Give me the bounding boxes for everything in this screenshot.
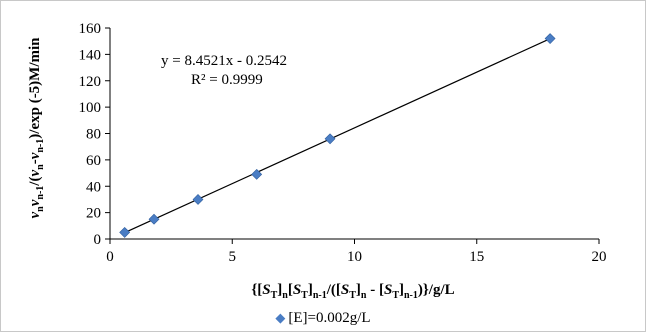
y-tick-label: 120 [79, 74, 102, 90]
y-axis-title: vnvn-1/(vn-vn-1)/exp (-5)M/min [27, 37, 46, 219]
x-axis-ticks: 0 5 10 15 20 [106, 239, 607, 265]
y-tick-label: 20 [86, 206, 101, 222]
trendline-r-squared: R² = 0.9999 [191, 72, 263, 88]
x-tick-label: 20 [592, 249, 607, 265]
x-tick-label: 0 [106, 249, 114, 265]
y-tick-label: 100 [79, 100, 102, 116]
data-point [324, 133, 336, 145]
y-tick-label: 40 [86, 179, 101, 195]
y-tick-label: 80 [86, 127, 101, 143]
x-tick-label: 5 [229, 249, 237, 265]
legend-diamond-icon: ◆ [275, 310, 286, 325]
legend-series-label: [E]=0.002g/L [288, 310, 371, 326]
scatter-plot: 0 20 40 60 80 100 120 140 160 0 5 10 15 20 y = 8.452… [27, 21, 607, 301]
y-axis-ticks: 0 20 40 60 80 100 120 140 160 [79, 21, 110, 248]
y-tick-label: 140 [79, 47, 102, 63]
data-points [119, 33, 556, 238]
x-tick-label: 10 [347, 249, 362, 265]
x-tick-label: 15 [469, 249, 484, 265]
x-axis-title: {[ST]n[ST]n-1/([ST]n - [ST]n-1)}/g/L [251, 282, 454, 301]
y-tick-label: 0 [94, 232, 102, 248]
data-point [119, 226, 131, 238]
data-point [192, 194, 204, 205]
y-tick-label: 160 [79, 21, 102, 37]
data-point [148, 213, 160, 225]
trendline-equation: y = 8.4521x - 0.2542 [161, 53, 287, 69]
data-point [251, 168, 263, 180]
data-point [544, 33, 556, 44]
legend: ◆ [E]=0.002g/L [1, 310, 645, 327]
y-tick-label: 60 [86, 153, 101, 169]
